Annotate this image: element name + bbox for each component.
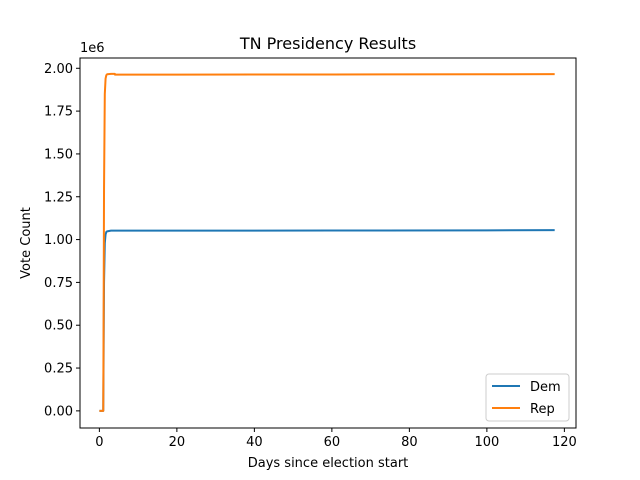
y-tick-label: 1.25 [44, 190, 73, 205]
plot-frame [79, 57, 577, 429]
legend-label-rep: Rep [530, 402, 555, 417]
y-tick-label: 0.75 [44, 276, 73, 291]
y-axis-title: Vote Count [19, 207, 34, 279]
plot-area [79, 57, 577, 429]
y-tick-label: 0.00 [44, 404, 73, 419]
x-tick-label: 60 [324, 435, 341, 450]
y-tick-label: 1.50 [44, 147, 73, 162]
y-tick-label: 0.50 [44, 319, 73, 334]
legend: Dem Rep [485, 373, 570, 422]
x-tick-label: 40 [246, 435, 263, 450]
x-tick-label: 100 [474, 435, 499, 450]
y-tick-label: 0.25 [44, 362, 73, 377]
x-tick-label: 80 [401, 435, 418, 450]
y-tick-label: 2.00 [44, 62, 73, 77]
x-tick-label: 0 [95, 435, 103, 450]
y-offset-text: 1e6 [80, 41, 105, 56]
y-tick-label: 1.00 [44, 233, 73, 248]
chart-title: TN Presidency Results [239, 34, 416, 53]
series-line-rep [99, 72, 555, 412]
x-tick-label: 120 [552, 435, 577, 450]
y-tick-label: 1.75 [44, 105, 73, 120]
series-layer [99, 72, 555, 412]
x-tick-label: 20 [169, 435, 186, 450]
x-axis-title: Days since election start [248, 456, 409, 471]
x-axis-ticks: 0 20 40 60 80 100 120 [95, 428, 577, 450]
y-axis-ticks: 0.00 0.25 0.50 0.75 1.00 1.25 1.50 1.75 2.00 [44, 62, 80, 419]
legend-label-dem: Dem [530, 380, 561, 395]
